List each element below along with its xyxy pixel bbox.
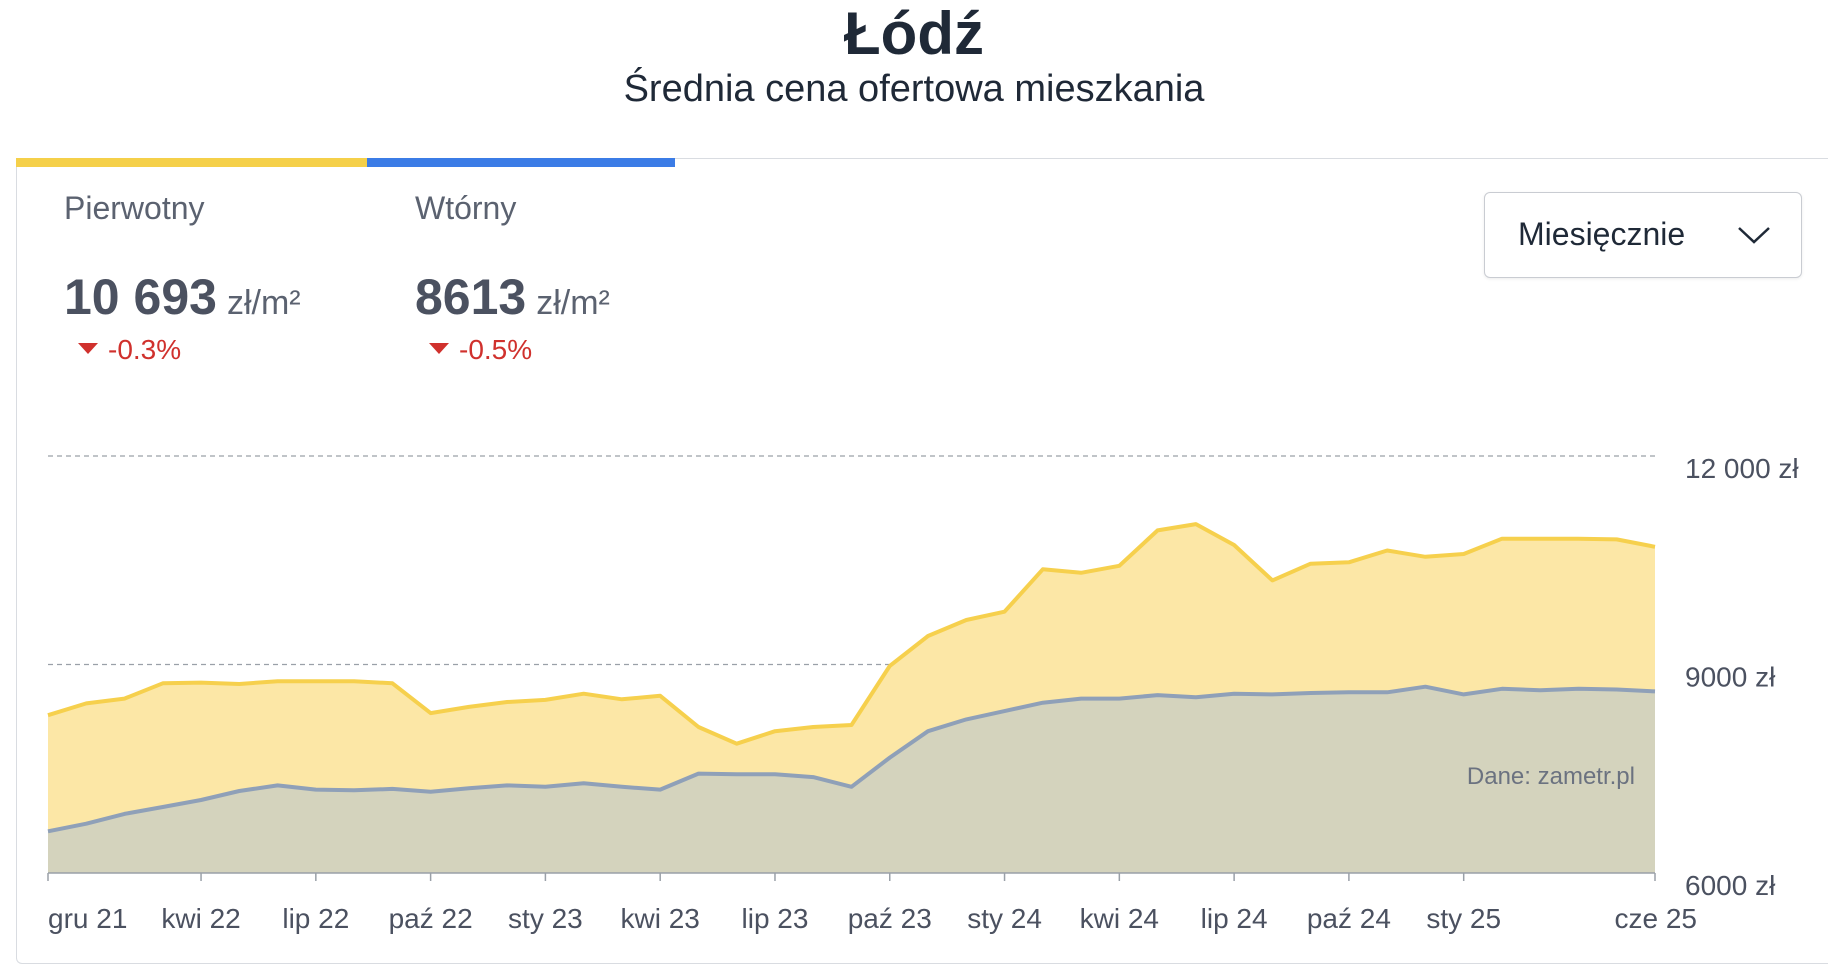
x-tick-label: sty 24	[967, 903, 1042, 934]
x-tick-label: kwi 23	[621, 903, 700, 934]
stat-pierwotny-value: 10 693 zł/m²	[64, 268, 301, 326]
x-tick-label: gru 21	[48, 903, 127, 934]
data-source-credit: Dane: zametr.pl	[1467, 763, 1635, 790]
stat-wtorny-unit: zł/m²	[536, 284, 610, 322]
stat-pierwotny[interactable]: Pierwotny 10 693 zł/m² -0.3%	[64, 190, 301, 365]
y-tick-label-6000: 6000 zł	[1685, 870, 1776, 901]
stat-pierwotny-number: 10 693	[64, 269, 217, 325]
x-tick-label: lip 24	[1201, 903, 1268, 934]
chevron-down-icon	[1738, 227, 1770, 244]
page-title: Łódź	[844, 0, 984, 67]
x-tick-label: kwi 22	[161, 903, 240, 934]
line-wtórny	[47, 684, 1656, 834]
y-tick-label-9000: 9000 zł	[1685, 662, 1776, 693]
stat-wtorny-value: 8613 zł/m²	[415, 268, 610, 326]
x-tick-label: paź 23	[848, 903, 932, 934]
x-tick-label: paź 24	[1307, 903, 1391, 934]
trend-down-icon	[78, 343, 98, 355]
tab-pierwotny-indicator[interactable]	[16, 158, 367, 167]
x-tick-label: sty 25	[1426, 903, 1501, 934]
stat-wtorny[interactable]: Wtórny 8613 zł/m² -0.5%	[415, 190, 610, 365]
x-tick-label: lip 22	[282, 903, 349, 934]
page-subtitle: Średnia cena ofertowa mieszkania	[623, 68, 1205, 110]
stat-wtorny-number: 8613	[415, 269, 527, 325]
x-tick-label: paź 22	[389, 903, 473, 934]
tab-wtorny-indicator[interactable]	[367, 158, 675, 167]
trend-down-icon	[429, 343, 449, 355]
x-tick-label: sty 23	[508, 903, 583, 934]
line-pierwotny	[47, 522, 1656, 746]
stat-pierwotny-change-value: -0.3%	[108, 334, 182, 365]
period-select-value: Miesięcznie	[1518, 216, 1686, 252]
stat-wtorny-change-value: -0.5%	[459, 334, 533, 365]
stat-wtorny-change: -0.5%	[429, 334, 532, 366]
x-tick-label: kwi 24	[1080, 903, 1159, 934]
stat-pierwotny-unit: zł/m²	[226, 284, 301, 322]
x-tick-label: cze 25	[1615, 903, 1698, 934]
period-select[interactable]: Miesięcznie	[1484, 192, 1802, 278]
stat-pierwotny-change: -0.3%	[78, 334, 181, 366]
stat-wtorny-label: Wtórny	[415, 190, 517, 226]
x-tick-label: lip 23	[742, 903, 809, 934]
area-wtórny	[48, 686, 1655, 873]
stat-pierwotny-label: Pierwotny	[64, 190, 205, 226]
y-tick-label-12000: 12 000 zł	[1685, 453, 1799, 484]
